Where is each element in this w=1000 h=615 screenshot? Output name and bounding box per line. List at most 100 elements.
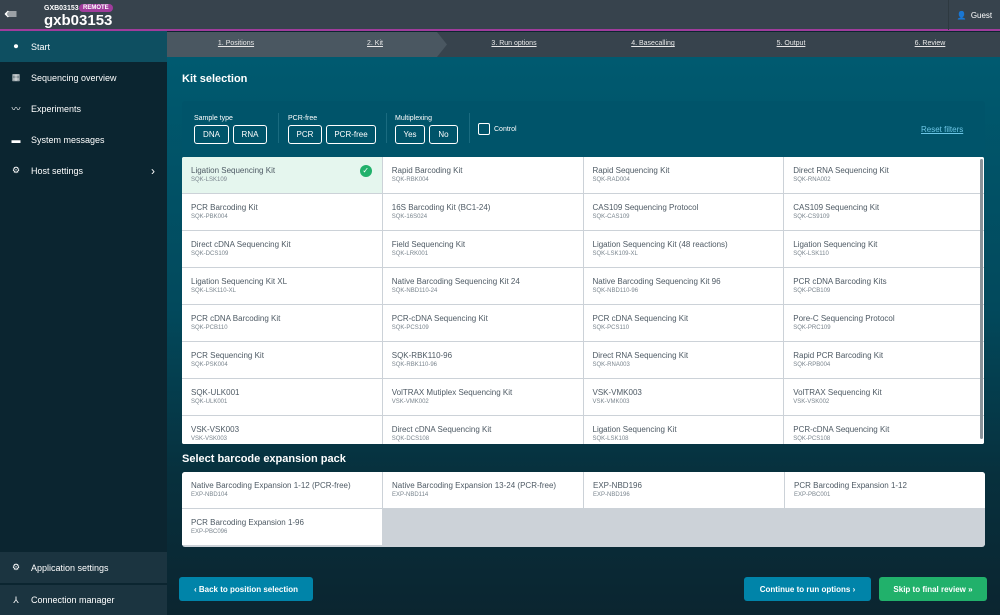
filter-pcr-free-button[interactable]: PCR-free	[326, 125, 376, 144]
option-name: SQK-RBK110-96	[391, 351, 453, 360]
sidebar-item-application-settings[interactable]: ⚙ Application settings	[0, 552, 167, 583]
kit-option[interactable]: SQK-ULK001 SQK-ULK001	[182, 379, 382, 415]
step-positions[interactable]: 1. Positions	[217, 40, 255, 47]
option-name: Ligation Sequencing Kit (48 reactions)	[592, 240, 728, 249]
kit-option[interactable]: VSK-VMK003 VSK-VMK003	[583, 379, 784, 415]
step-review[interactable]: 6. Review	[914, 40, 946, 47]
option-name: PCR Barcoding Expansion 1-12	[794, 481, 907, 490]
wizard-steps: 1. Positions 2. Kit 3. Run options 4. Ba…	[167, 32, 1000, 57]
option-code: VSK-VMK003	[592, 399, 630, 405]
continue-button[interactable]: Continue to run options ›	[744, 577, 871, 601]
kit-option[interactable]: Rapid PCR Barcoding Kit SQK-RPB004	[784, 342, 984, 378]
kit-option[interactable]: PCR cDNA Barcoding Kit SQK-PCB110	[182, 305, 382, 341]
kit-option[interactable]: PCR Barcoding Kit SQK-PBK004	[182, 194, 382, 230]
sidebar-item-experiments[interactable]: 〰 Experiments	[0, 93, 167, 124]
step-kit[interactable]: 2. Kit	[367, 40, 383, 47]
sidebar-item-host-settings[interactable]: ⚙ Host settings ›	[0, 155, 167, 186]
menu-collapse-icon[interactable]: ⇚	[4, 6, 18, 23]
kit-option[interactable]: Ligation Sequencing Kit XL SQK-LSK110-XL	[182, 268, 382, 304]
user-menu[interactable]: 👤 Guest	[948, 0, 1000, 30]
kit-option[interactable]: Direct cDNA Sequencing Kit SQK-DCS109	[182, 231, 382, 267]
option-name: Rapid Sequencing Kit	[592, 166, 670, 175]
filter-dna-button[interactable]: DNA	[194, 125, 229, 144]
reset-filters-link[interactable]: Reset filters	[921, 125, 964, 134]
filter-pcr-button[interactable]: PCR	[288, 125, 322, 144]
option-code: SQK-LSK110	[793, 251, 829, 257]
kit-list: Ligation Sequencing Kit SQK-LSK109 ✓ Rapid …	[182, 157, 984, 444]
kit-option[interactable]: Rapid Barcoding Kit SQK-RBK004	[382, 157, 583, 193]
barcode-option[interactable]: PCR Barcoding Expansion 1-12 EXP-PBC001	[785, 472, 985, 508]
step-run-options[interactable]: 3. Run options	[491, 40, 537, 47]
option-name: PCR cDNA Barcoding Kits	[793, 277, 887, 286]
option-code: SQK-RNA002	[793, 177, 831, 183]
kit-option[interactable]: VolTRAX Sequencing Kit VSK-VSK002	[784, 379, 984, 415]
step-output[interactable]: 5. Output	[776, 40, 806, 47]
kit-option[interactable]: VSK-VSK003 VSK-VSK003	[182, 416, 382, 444]
kit-option[interactable]: Rapid Sequencing Kit SQK-RAD004	[583, 157, 784, 193]
barcode-option[interactable]: EXP-NBD196 EXP-NBD196	[584, 472, 784, 508]
option-name: SQK-ULK001	[191, 388, 240, 397]
kit-option[interactable]: Native Barcoding Sequencing Kit 96 SQK-NB…	[583, 268, 784, 304]
skip-button[interactable]: Skip to final review »	[879, 577, 987, 601]
filter-rna-button[interactable]: RNA	[233, 125, 267, 144]
scrollbar[interactable]	[980, 159, 983, 439]
kit-option[interactable]: PCR cDNA Barcoding Kits SQK-PCB109	[784, 268, 984, 304]
option-code: EXP-NBD114	[392, 492, 429, 498]
host-name: gxb03153	[44, 12, 113, 29]
option-name: PCR-cDNA Sequencing Kit	[391, 314, 488, 323]
option-name: Rapid Barcoding Kit	[391, 166, 463, 175]
option-name: EXP-NBD196	[593, 481, 642, 490]
option-code: EXP-NBD104	[191, 492, 228, 498]
kit-option[interactable]: Direct RNA Sequencing Kit SQK-RNA002	[784, 157, 984, 193]
filter-sample-type: Sample type DNA RNA	[194, 115, 271, 144]
button-label: Continue to run options	[759, 584, 851, 594]
kit-option[interactable]: Ligation Sequencing Kit (48 reactions) SQ…	[583, 231, 784, 267]
kit-option[interactable]: PCR-cDNA Sequencing Kit SQK-PCS109	[382, 305, 583, 341]
kit-option[interactable]: Direct RNA Sequencing Kit SQK-RNA003	[583, 342, 784, 378]
option-name: Native Barcoding Expansion 13-24 (PCR-fr…	[392, 481, 557, 490]
option-code: SQK-LSK109-XL	[592, 251, 638, 257]
control-checkbox[interactable]: Control	[478, 123, 517, 135]
kit-option[interactable]: Pore-C Sequencing Protocol SQK-PRC109	[784, 305, 984, 341]
filter-no-button[interactable]: No	[429, 125, 458, 144]
sidebar-item-system-messages[interactable]: ▬ System messages	[0, 124, 167, 155]
kit-option[interactable]: PCR Sequencing Kit SQK-PSK004	[182, 342, 382, 378]
filter-panel: Sample type DNA RNA PCR-free PCR PCR-free …	[182, 101, 985, 156]
kit-option[interactable]: PCR-cDNA Sequencing Kit SQK-PCS108	[784, 416, 984, 444]
back-button[interactable]: ‹ Back to position selection	[179, 577, 313, 601]
barcode-option[interactable]: PCR Barcoding Expansion 1-96 EXP-PBC096	[182, 509, 382, 545]
kit-option[interactable]: SQK-RBK110-96 SQK-RBK110-96	[382, 342, 583, 378]
sidebar-item-connection-manager[interactable]: ⅄ Connection manager	[0, 584, 167, 615]
barcode-option[interactable]: Native Barcoding Expansion 1-12 (PCR-fre…	[182, 472, 382, 508]
line-chart-icon: 〰	[11, 104, 21, 114]
kit-option[interactable]: Ligation Sequencing Kit SQK-LSK108	[583, 416, 784, 444]
kit-option[interactable]: Field Sequencing Kit SQK-LRK001	[382, 231, 583, 267]
option-name: Ligation Sequencing Kit	[191, 166, 276, 175]
option-name: VolTRAX Sequencing Kit	[793, 388, 882, 397]
kit-option[interactable]: CAS109 Sequencing Protocol SQK-CAS109	[583, 194, 784, 230]
kit-option[interactable]: Ligation Sequencing Kit SQK-LSK110	[784, 231, 984, 267]
option-name: Native Barcoding Sequencing Kit 96	[592, 277, 721, 286]
check-circle-icon: ✓	[359, 165, 372, 177]
sidebar-item-label: Connection manager	[31, 595, 115, 605]
kit-option[interactable]: PCR cDNA Sequencing Kit SQK-PCS110	[583, 305, 784, 341]
kit-option[interactable]: VolTRAX Mutiplex Sequencing Kit VSK-VMK00…	[382, 379, 583, 415]
option-code: SQK-PSK004	[191, 362, 228, 368]
step-basecalling[interactable]: 4. Basecalling	[631, 40, 675, 47]
sidebar-item-sequencing-overview[interactable]: ▦ Sequencing overview	[0, 62, 167, 93]
option-code: SQK-PRC109	[793, 325, 831, 331]
option-name: PCR Barcoding Kit	[191, 203, 258, 212]
barcode-option[interactable]: Native Barcoding Expansion 13-24 (PCR-fr…	[383, 472, 583, 508]
option-code: SQK-PCS108	[793, 436, 831, 442]
kit-option[interactable]: CAS109 Sequencing Kit SQK-CS9109	[784, 194, 984, 230]
sidebar: ⏺ Start ▦ Sequencing overview 〰 Experiments…	[0, 31, 167, 615]
filter-yes-button[interactable]: Yes	[395, 125, 425, 144]
kit-option[interactable]: Native Barcoding Sequencing Kit 24 SQK-NB…	[382, 268, 583, 304]
option-code: EXP-PBC001	[794, 492, 831, 498]
button-label: Skip to final review	[893, 584, 966, 594]
kit-option[interactable]: Direct cDNA Sequencing Kit SQK-DCS108	[382, 416, 583, 444]
option-name: VSK-VMK003	[592, 388, 642, 397]
kit-option[interactable]: Ligation Sequencing Kit SQK-LSK109 ✓	[182, 157, 382, 193]
kit-option[interactable]: 16S Barcoding Kit (BC1-24) SQK-16S024	[382, 194, 583, 230]
sidebar-item-start[interactable]: ⏺ Start	[0, 31, 167, 62]
